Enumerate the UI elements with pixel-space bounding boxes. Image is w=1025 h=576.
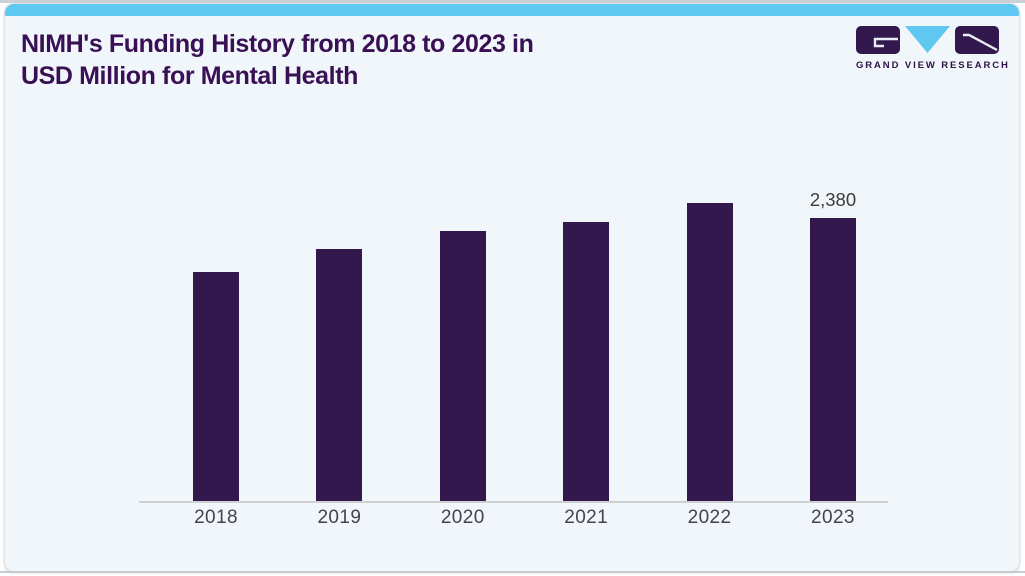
chart-card: NIMH's Funding History from 2018 to 2023… bbox=[4, 3, 1020, 572]
bar-slot-2018 bbox=[193, 189, 239, 501]
card-accent-bar bbox=[5, 4, 1019, 16]
x-axis-label-2021: 2021 bbox=[564, 507, 609, 528]
bar-2022 bbox=[686, 203, 733, 501]
bar-slot-2019 bbox=[316, 189, 363, 501]
x-axis-line bbox=[139, 501, 888, 503]
window-bottom-edge bbox=[0, 571, 1025, 573]
bar-2023 bbox=[809, 218, 856, 501]
bar-slot-2020 bbox=[439, 189, 486, 501]
bars-row: 2,380 bbox=[193, 189, 856, 501]
bar-slot-2022 bbox=[686, 189, 733, 501]
x-axis-label-2019: 2019 bbox=[317, 507, 362, 528]
bar-slot-2023: 2,380 bbox=[810, 189, 856, 501]
chart-title-line2: USD Million for Mental Health bbox=[21, 62, 359, 90]
bar-2021 bbox=[563, 222, 610, 501]
x-axis-label-2022: 2022 bbox=[687, 507, 732, 528]
x-axis-label-2023: 2023 bbox=[811, 507, 855, 528]
chart-title: NIMH's Funding History from 2018 to 2023… bbox=[21, 28, 661, 92]
bar-2020 bbox=[439, 231, 486, 501]
x-axis-label-2020: 2020 bbox=[440, 507, 485, 528]
gvr-logo-text: GRAND VIEW RESEARCH bbox=[856, 60, 1010, 71]
x-axis-labels-row: 2018 2019 2020 2021 2022 2023 bbox=[193, 507, 856, 529]
x-axis-label-2018: 2018 bbox=[194, 507, 238, 528]
chart-title-line1: NIMH's Funding History from 2018 to 2023… bbox=[21, 30, 534, 58]
bar-slot-2021 bbox=[563, 189, 610, 501]
bar-value-label-2023: 2,380 bbox=[809, 189, 857, 210]
gvr-logo-icon bbox=[856, 26, 999, 54]
grand-view-research-logo: GRAND VIEW RESEARCH bbox=[856, 26, 1010, 71]
bar-2018 bbox=[193, 272, 239, 501]
window-top-edge bbox=[0, 0, 1025, 3]
bar-2019 bbox=[316, 249, 363, 501]
funding-bar-chart: 2,380 2018 2019 2020 2021 2022 2023 bbox=[5, 4, 1019, 571]
